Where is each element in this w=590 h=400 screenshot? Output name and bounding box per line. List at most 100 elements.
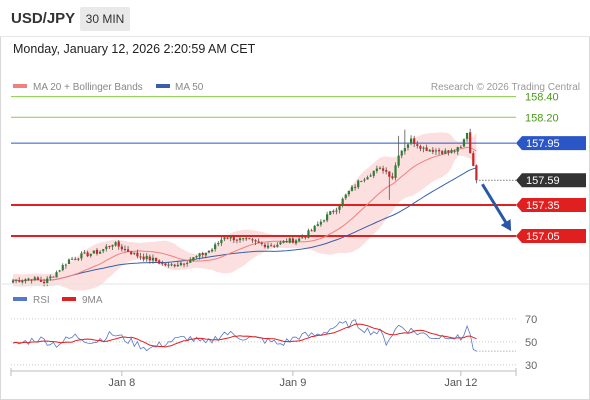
candles bbox=[11, 128, 478, 287]
moving-averages bbox=[12, 146, 477, 282]
candle-body bbox=[27, 278, 30, 280]
candle-body bbox=[189, 259, 192, 263]
forecast-arrow-shaft bbox=[481, 183, 510, 227]
rsi-tick-50: 50 bbox=[525, 337, 537, 349]
candle-body bbox=[288, 238, 291, 243]
candle-body bbox=[363, 179, 366, 181]
rsi-legend-swatch bbox=[13, 297, 27, 301]
candle-body bbox=[64, 264, 67, 266]
bollinger-bands bbox=[13, 132, 477, 291]
candle-body bbox=[335, 210, 338, 212]
candle-body bbox=[381, 168, 385, 171]
candle-body bbox=[294, 240, 298, 244]
candle-body bbox=[61, 265, 64, 271]
candle-body bbox=[332, 211, 335, 213]
level-tag-157.95 bbox=[516, 136, 586, 151]
candle-body bbox=[89, 253, 92, 256]
datetime-label: Monday, January 12, 2026 2:20:59 AM CET bbox=[13, 42, 256, 56]
candle-body bbox=[98, 251, 102, 254]
candle-body bbox=[198, 253, 201, 257]
candle-body bbox=[95, 249, 99, 254]
rsi-tick-30: 30 bbox=[525, 360, 537, 372]
header-bar: USD/JPY 30 MIN bbox=[0, 0, 590, 36]
ma50-legend-swatch bbox=[156, 84, 170, 88]
candle-body bbox=[257, 241, 260, 243]
candle-body bbox=[226, 237, 229, 239]
candle-body bbox=[136, 252, 139, 257]
candle-body bbox=[154, 257, 158, 262]
candle-body bbox=[217, 242, 220, 245]
ma20-legend-label: MA 20 + Bollinger Bands bbox=[33, 82, 143, 93]
candle-body bbox=[114, 242, 117, 246]
candle-body bbox=[319, 221, 322, 225]
rsi-ma9-line bbox=[12, 323, 477, 348]
forecast-arrow-head bbox=[500, 219, 512, 232]
candle-body bbox=[207, 250, 211, 253]
candle-body bbox=[179, 262, 183, 266]
candle-body bbox=[441, 151, 444, 154]
candle-body bbox=[55, 272, 58, 278]
level-labels: 158.40 158.20 157.95 157.59 157.35 157.05 bbox=[516, 92, 586, 243]
candle-body bbox=[431, 149, 434, 152]
candle-body bbox=[453, 150, 456, 152]
level-label-157.05: 157.05 bbox=[526, 231, 560, 243]
candle-body bbox=[456, 147, 459, 152]
candle-body bbox=[419, 146, 422, 149]
ma9-legend-swatch bbox=[62, 297, 76, 301]
candle-body bbox=[248, 238, 251, 240]
candle-body bbox=[282, 240, 285, 243]
candle-body bbox=[437, 150, 441, 152]
candle-body bbox=[462, 139, 466, 147]
candle-body bbox=[238, 238, 242, 241]
candle-body bbox=[229, 236, 232, 239]
ma9-legend-label: 9MA bbox=[82, 295, 103, 306]
candle-body bbox=[385, 170, 388, 172]
candle-body bbox=[83, 252, 86, 254]
level-label-157.59: 157.59 bbox=[526, 175, 560, 187]
candle-body bbox=[161, 262, 164, 264]
candle-body bbox=[450, 150, 453, 153]
candle-body bbox=[403, 148, 406, 152]
candle-body bbox=[46, 278, 49, 283]
bollinger-band-fill bbox=[13, 132, 477, 291]
candle-body bbox=[80, 253, 83, 259]
candle-body bbox=[298, 238, 301, 241]
candle-body bbox=[133, 252, 136, 254]
candle-body bbox=[360, 180, 363, 182]
candle-body bbox=[285, 241, 288, 243]
candle-body bbox=[186, 262, 189, 264]
candle-body bbox=[394, 165, 397, 178]
credit-label: Research © 2026 Trading Central bbox=[431, 82, 580, 93]
candle-body bbox=[242, 238, 245, 240]
candle-body bbox=[158, 260, 161, 264]
candle-body bbox=[307, 230, 310, 238]
candle-body bbox=[263, 244, 267, 247]
header-divider bbox=[0, 36, 590, 37]
candle-body bbox=[223, 237, 226, 240]
candle-body bbox=[313, 225, 316, 232]
time-label-jan-9: Jan 9 bbox=[279, 377, 306, 389]
level-label-157.35: 157.35 bbox=[526, 200, 560, 212]
candle-body bbox=[469, 132, 472, 154]
candle-body bbox=[388, 171, 391, 177]
candle-body bbox=[245, 238, 248, 240]
candle-body bbox=[350, 186, 354, 191]
timeframe-button[interactable]: 30 MIN bbox=[80, 7, 130, 31]
candle-body bbox=[220, 239, 223, 244]
level-tag-157.59 bbox=[516, 173, 586, 188]
candle-body bbox=[92, 250, 95, 254]
candle-body bbox=[369, 175, 372, 177]
forecast-arrow bbox=[481, 183, 512, 232]
candle-body bbox=[111, 244, 114, 247]
candle-body bbox=[18, 280, 21, 282]
candle-body bbox=[400, 150, 403, 156]
candle-body bbox=[151, 257, 155, 261]
candle-body bbox=[372, 170, 375, 176]
candle-body bbox=[428, 149, 431, 152]
candle-body bbox=[326, 214, 329, 221]
candle-body bbox=[273, 245, 276, 247]
candle-body bbox=[67, 259, 71, 264]
candle-body bbox=[43, 281, 46, 284]
ma50-line bbox=[12, 167, 477, 282]
candle-body bbox=[204, 252, 207, 256]
